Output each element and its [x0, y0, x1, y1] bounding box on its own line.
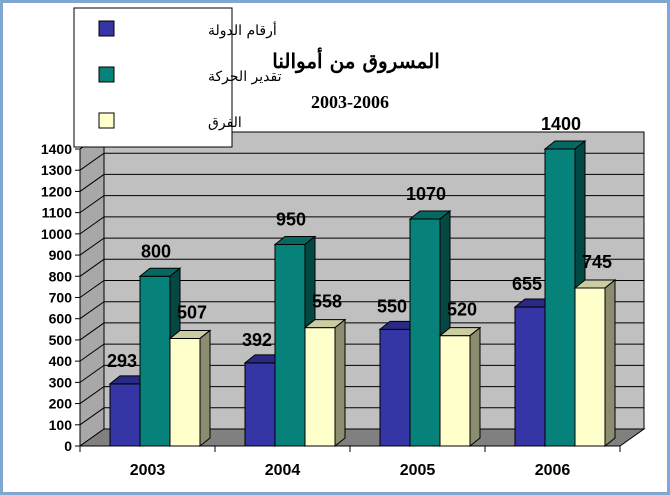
data-label: 745: [582, 252, 612, 272]
chart-title: المسروق من أموالنا: [272, 47, 440, 74]
data-label: 550: [377, 296, 407, 316]
bar-front: [514, 306, 546, 447]
gridline: [79, 173, 644, 192]
y-tick-label: 400: [49, 353, 73, 369]
legend-label: الفرق: [208, 115, 242, 131]
gridline: [79, 152, 644, 171]
y-tick-label: 700: [49, 290, 73, 306]
data-label: 655: [512, 274, 542, 294]
bar: [573, 278, 617, 448]
y-tick-label: 1100: [42, 205, 73, 221]
gridline: [79, 216, 644, 235]
legend-swatch: [98, 20, 115, 37]
gridline: [79, 237, 644, 256]
bar-front: [574, 287, 606, 447]
gridlines: [79, 131, 644, 426]
legend-swatch: [98, 112, 115, 129]
bar: [303, 318, 347, 448]
bar: [168, 329, 212, 448]
y-tick-label: 300: [49, 374, 73, 390]
y-tick-label: 1200: [41, 183, 72, 199]
legend-label: أرقام الدولة: [208, 20, 277, 39]
bar-front: [274, 243, 306, 447]
data-label: 800: [141, 241, 171, 261]
bar-front: [544, 148, 576, 447]
legend-swatch: [98, 66, 115, 83]
bar-side: [199, 329, 211, 448]
bar-side: [334, 318, 346, 448]
y-tick-label: 600: [49, 311, 73, 327]
bar-side: [604, 278, 616, 448]
chart-subtitle: 2003-2006: [311, 92, 389, 112]
x-tick-label: 2006: [535, 462, 571, 479]
bar: [408, 209, 452, 448]
bar-front: [439, 335, 471, 447]
legend-label: تقدير الحركة: [208, 69, 282, 85]
data-label: 293: [107, 351, 137, 371]
legend: أرقام الدولة تقدير الحركة الفرق: [73, 7, 282, 148]
x-tick-label: 2005: [400, 462, 436, 479]
x-tick-label: 2004: [265, 462, 301, 479]
data-label: 1400: [541, 114, 581, 134]
y-tick-label: 900: [49, 247, 73, 263]
bar-front: [169, 337, 201, 447]
bar-front: [409, 218, 441, 447]
bar-front: [379, 328, 411, 447]
data-label: 558: [312, 292, 342, 312]
y-axis-ticks: 0 100 200 300 400 500 600 700 800 900 1000 1100 1200…: [41, 141, 81, 454]
bar: [438, 326, 482, 448]
y-tick-label: 200: [49, 396, 73, 412]
bar-side: [469, 326, 481, 448]
y-tick-label: 1300: [41, 162, 72, 178]
y-tick-label: 1400: [41, 141, 72, 157]
x-axis-ticks: 2003 2004 2005 2006: [79, 445, 621, 479]
gridline: [79, 322, 644, 341]
bar-front: [304, 327, 336, 447]
y-tick-label: 800: [49, 268, 73, 284]
bar-front: [109, 383, 141, 447]
data-label: 392: [242, 330, 272, 350]
bars: [108, 139, 617, 448]
data-label: 950: [276, 209, 306, 229]
bar-front: [244, 362, 276, 447]
data-label: 520: [447, 300, 477, 320]
gridline: [79, 280, 644, 298]
x-tick-label: 2003: [130, 462, 166, 479]
bar-front: [139, 275, 171, 447]
gridline: [79, 301, 644, 320]
gridline: [79, 258, 644, 277]
data-label: 1070: [406, 184, 446, 204]
y-tick-label: 0: [64, 438, 72, 454]
y-tick-label: 100: [49, 417, 73, 433]
data-label: 507: [177, 302, 207, 322]
gridline: [79, 195, 644, 214]
y-tick-label: 500: [49, 332, 73, 348]
data-labels: 293 800 507 392 950 558 550 1070 520 655 1400 745: [107, 114, 612, 371]
y-tick-label: 1000: [41, 226, 72, 242]
